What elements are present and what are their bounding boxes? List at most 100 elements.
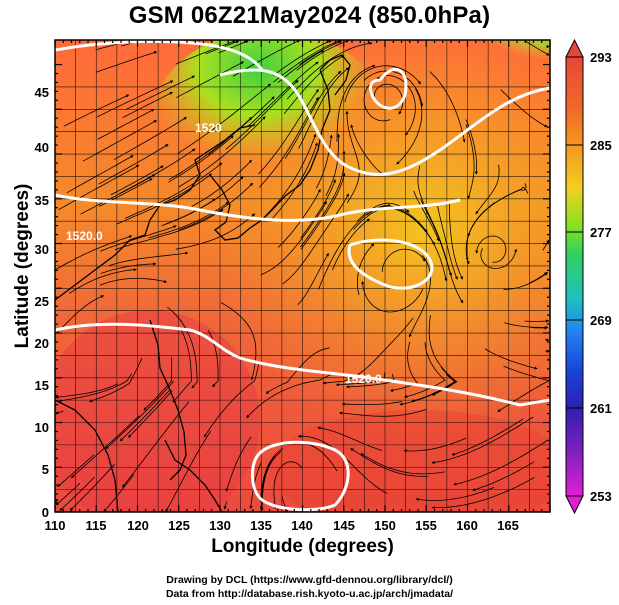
streamline bbox=[82, 120, 157, 162]
y-tick-label: 45 bbox=[35, 85, 49, 100]
y-tick-label: 15 bbox=[35, 378, 49, 393]
streamline bbox=[341, 401, 402, 406]
contour-label: 1520.0 bbox=[345, 372, 382, 386]
streamline bbox=[453, 440, 548, 486]
y-tick-label: 10 bbox=[35, 420, 49, 435]
streamline bbox=[297, 252, 329, 305]
x-tick-labels: 110 115 120 125 130 135 140 145 150 155 … bbox=[45, 518, 519, 533]
geopotential-contours bbox=[55, 40, 550, 512]
streamline bbox=[175, 40, 236, 65]
streamline bbox=[177, 83, 272, 154]
streamline bbox=[172, 330, 192, 403]
streamline bbox=[361, 280, 424, 313]
streamline bbox=[415, 487, 495, 501]
streamline bbox=[55, 383, 119, 399]
streamline bbox=[178, 116, 266, 188]
streamline bbox=[128, 390, 173, 438]
streamline bbox=[389, 341, 419, 392]
streamline bbox=[220, 302, 257, 381]
streamline bbox=[542, 239, 550, 251]
streamline bbox=[286, 41, 373, 100]
streamline bbox=[403, 437, 467, 453]
streamline bbox=[69, 464, 115, 511]
streamline bbox=[465, 124, 475, 200]
wind-streamlines bbox=[55, 40, 550, 512]
streamline bbox=[56, 295, 105, 333]
streamline bbox=[203, 361, 260, 438]
streamline bbox=[98, 144, 169, 185]
streamline bbox=[298, 67, 350, 149]
streamline bbox=[66, 155, 134, 194]
colorbar-label: 293 bbox=[590, 50, 612, 65]
streamline bbox=[500, 89, 548, 128]
streamline bbox=[475, 235, 507, 263]
x-tick-label: 125 bbox=[168, 518, 190, 533]
streamline bbox=[437, 205, 458, 280]
streamline bbox=[381, 248, 426, 272]
streamline bbox=[260, 201, 327, 276]
y-tick-label: 0 bbox=[42, 505, 49, 520]
streamline bbox=[122, 91, 173, 119]
streamline bbox=[116, 173, 213, 225]
streamline bbox=[259, 133, 317, 222]
streamline bbox=[69, 268, 137, 294]
streamline bbox=[191, 159, 252, 207]
streamline bbox=[429, 71, 466, 143]
streamline bbox=[529, 272, 548, 284]
streamline bbox=[55, 235, 133, 271]
streamline bbox=[166, 306, 198, 389]
streamline bbox=[218, 40, 249, 54]
streamline bbox=[114, 209, 224, 251]
streamline bbox=[338, 408, 427, 417]
streamline bbox=[176, 61, 244, 98]
streamline bbox=[530, 326, 548, 330]
streamline bbox=[277, 49, 324, 83]
streamline bbox=[165, 430, 212, 512]
colorbar-top-arrow bbox=[565, 38, 584, 58]
colorbar-label: 277 bbox=[590, 225, 612, 240]
streamline bbox=[300, 150, 346, 248]
streamline bbox=[480, 248, 518, 270]
streamline bbox=[103, 474, 135, 512]
y-axis-label: Latitude (degrees) bbox=[12, 183, 33, 349]
streamline bbox=[356, 243, 375, 296]
colorbar-scale bbox=[565, 56, 584, 497]
streamline bbox=[503, 272, 549, 290]
streamline bbox=[223, 501, 228, 510]
y-tick-label: 25 bbox=[35, 294, 49, 309]
y-tick-label: 40 bbox=[35, 140, 49, 155]
streamline bbox=[373, 83, 404, 115]
streamline bbox=[350, 448, 429, 477]
streamline bbox=[524, 319, 550, 323]
streamline bbox=[299, 40, 342, 65]
colorbar-label: 253 bbox=[590, 489, 612, 504]
streamline bbox=[332, 218, 371, 271]
streamline bbox=[258, 89, 319, 175]
streamline bbox=[325, 133, 341, 197]
contour-label: 1520.0 bbox=[66, 229, 103, 243]
x-tick-label: 135 bbox=[250, 518, 272, 533]
streamline bbox=[58, 373, 132, 403]
streamline bbox=[431, 416, 534, 464]
streamline bbox=[108, 251, 189, 266]
streamline bbox=[428, 315, 458, 396]
x-tick-label: 155 bbox=[415, 518, 437, 533]
streamline bbox=[225, 80, 299, 150]
streamline bbox=[360, 453, 445, 475]
colorbar-label: 261 bbox=[590, 401, 612, 416]
streamline bbox=[387, 208, 448, 282]
streamline bbox=[59, 476, 95, 511]
streamline bbox=[451, 418, 524, 456]
streamline bbox=[71, 415, 140, 479]
streamline bbox=[284, 70, 342, 159]
y-tick-label: 20 bbox=[35, 336, 49, 351]
streamline bbox=[99, 278, 168, 286]
contour-label: 1520 bbox=[195, 121, 222, 135]
streamline bbox=[273, 40, 342, 83]
streamline bbox=[95, 51, 158, 73]
streamline bbox=[143, 357, 173, 411]
streamline bbox=[124, 162, 223, 219]
streamline bbox=[207, 96, 275, 155]
colorbar-bottom-arrow bbox=[565, 495, 584, 515]
